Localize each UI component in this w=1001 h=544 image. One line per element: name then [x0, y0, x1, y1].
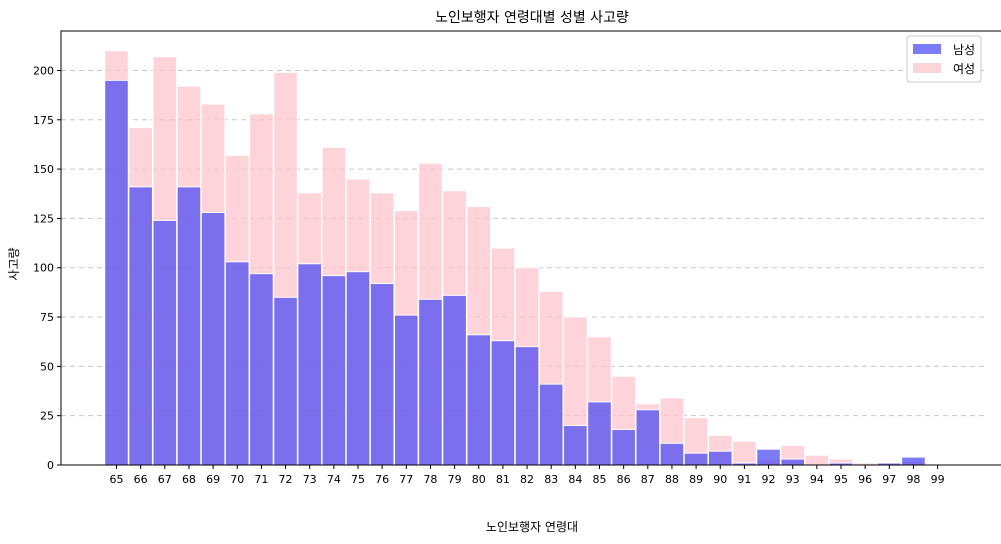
- male-bar: [538, 383, 564, 466]
- x-tick-label: 97: [882, 473, 896, 486]
- male-bar: [200, 211, 226, 466]
- male-bar: [176, 186, 202, 466]
- x-tick-label: 66: [134, 473, 148, 486]
- male-bar: [249, 273, 274, 466]
- x-tick-label: 85: [593, 473, 607, 486]
- male-bar: [707, 450, 733, 466]
- x-tick-label: 89: [689, 473, 703, 486]
- x-tick-label: 69: [206, 473, 220, 486]
- x-tick-label: 80: [472, 473, 486, 486]
- x-tick-label: 68: [182, 473, 196, 486]
- male-bar: [563, 425, 588, 466]
- male-bar: [635, 409, 661, 466]
- x-tick-label: 65: [110, 473, 124, 486]
- y-tick-label: 175: [33, 114, 54, 127]
- y-axis: 0 25 50 75 100 125 150 175 200: [33, 64, 61, 472]
- male-bar: [611, 428, 636, 466]
- x-tick-label: 98: [906, 473, 920, 486]
- male-bar: [297, 263, 322, 466]
- male-bar: [466, 334, 492, 466]
- x-tick-label: 95: [834, 473, 848, 486]
- male-bar: [104, 79, 129, 466]
- x-tick-label: 75: [351, 473, 365, 486]
- x-tick-label: 72: [279, 473, 293, 486]
- x-tick-label: 70: [230, 473, 244, 486]
- x-tick-label: 83: [544, 473, 558, 486]
- female-bar: [732, 440, 757, 466]
- x-tick-label: 74: [327, 473, 341, 486]
- male-bar: [345, 271, 371, 466]
- female-bar: [804, 454, 830, 466]
- x-tick-label: 94: [810, 473, 824, 486]
- x-axis: 65 66 67 68 69 70 71 72 73 74 75 76 77 78 79 80 81 82 83 84…: [110, 465, 945, 486]
- x-tick-label: 99: [931, 473, 945, 486]
- series-male: [104, 79, 926, 466]
- male-bar: [442, 294, 467, 466]
- male-bar: [683, 452, 709, 466]
- x-tick-label: 81: [496, 473, 510, 486]
- x-axis-label: 노인보행자 연령대: [486, 519, 578, 534]
- legend-swatch: [913, 44, 941, 54]
- x-tick-label: 82: [520, 473, 534, 486]
- x-tick-label: 78: [423, 473, 437, 486]
- y-tick-label: 200: [33, 64, 54, 77]
- male-bar: [369, 283, 395, 466]
- legend-label: 여성: [953, 62, 975, 76]
- x-tick-label: 76: [375, 473, 389, 486]
- x-tick-label: 87: [641, 473, 655, 486]
- male-bar: [659, 442, 685, 466]
- y-tick-label: 75: [40, 311, 54, 324]
- male-bar: [587, 401, 612, 466]
- legend-swatch: [913, 63, 941, 73]
- x-tick-label: 67: [158, 473, 172, 486]
- male-bar: [514, 346, 540, 466]
- male-bar: [901, 456, 926, 466]
- plot-frame: [60, 30, 1001, 466]
- x-tick-label: 86: [617, 473, 631, 486]
- male-bar: [321, 275, 347, 466]
- male-bar: [128, 186, 153, 466]
- y-axis-label: 사고량: [7, 247, 21, 280]
- x-tick-label: 90: [713, 473, 727, 486]
- x-tick-label: 88: [665, 473, 679, 486]
- x-tick-label: 93: [786, 473, 800, 486]
- y-tick-label: 0: [47, 459, 54, 472]
- x-tick-label: 96: [858, 473, 872, 486]
- y-tick-label: 125: [33, 212, 54, 225]
- chart-title: 노인보행자 연령대별 성별 사고량: [435, 10, 629, 26]
- y-tick-label: 150: [33, 163, 54, 176]
- male-bar: [756, 448, 781, 466]
- male-bar: [273, 296, 298, 466]
- male-bar: [490, 340, 516, 466]
- male-bar: [224, 261, 250, 466]
- x-tick-label: 91: [737, 473, 751, 486]
- male-bar: [780, 458, 806, 466]
- male-bar: [152, 219, 178, 466]
- x-tick-label: 77: [399, 473, 413, 486]
- x-tick-label: 79: [448, 473, 462, 486]
- y-tick-label: 50: [40, 360, 54, 373]
- y-tick-label: 25: [40, 410, 54, 423]
- x-tick-label: 71: [254, 473, 268, 486]
- x-tick-label: 73: [303, 473, 317, 486]
- male-bar: [418, 298, 443, 466]
- male-bar: [394, 314, 419, 466]
- x-tick-label: 84: [568, 473, 582, 486]
- legend-label: 남성: [953, 43, 975, 57]
- x-tick-label: 92: [762, 473, 776, 486]
- y-tick-label: 100: [33, 262, 54, 275]
